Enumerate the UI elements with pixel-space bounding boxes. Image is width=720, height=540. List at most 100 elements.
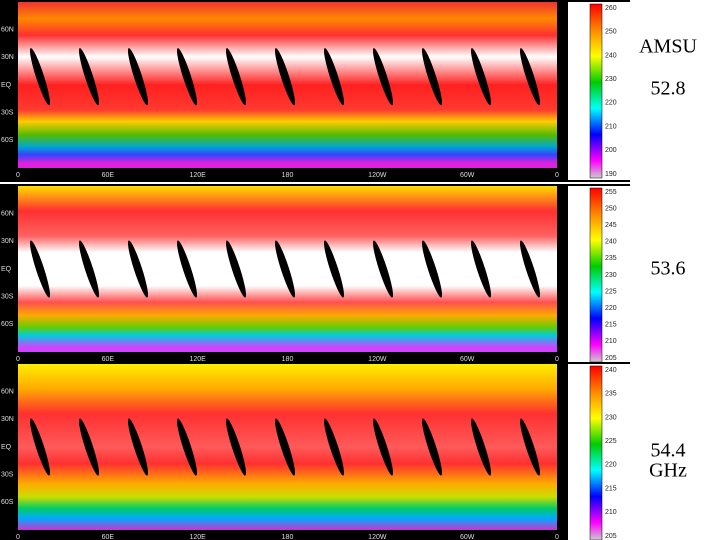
colorbar-tick: 240 (605, 239, 617, 246)
swath-gap (225, 418, 247, 476)
colorbar-tick: 230 (605, 414, 617, 421)
lon-label: 120W (368, 172, 387, 179)
swath-gap (225, 48, 247, 106)
lon-label: 0 (555, 356, 559, 363)
swath-gap (127, 240, 149, 298)
colorbar-tick: 220 (605, 462, 617, 469)
colorbar-tick: 260 (605, 5, 617, 12)
lat-label: 60N (1, 27, 14, 34)
lon-label: 60W (460, 356, 475, 363)
swath-gap (421, 240, 443, 298)
colorbar-tick: 190 (605, 171, 617, 178)
unit-label: GHz (649, 460, 687, 482)
lon-label: 60E (102, 172, 115, 179)
lat-label: 30S (1, 472, 14, 479)
lon-label: 120W (368, 534, 387, 540)
swath-gap (519, 418, 541, 476)
lat-label: 60N (1, 211, 14, 218)
lat-label: 30N (1, 54, 14, 61)
swath-gap (29, 48, 51, 106)
lon-label: 0 (555, 534, 559, 540)
lon-label: 120E (189, 534, 206, 540)
swath-gap (274, 240, 296, 298)
swath-gap (78, 240, 100, 298)
swath-gap (519, 48, 541, 106)
colorbar-tick: 215 (605, 322, 617, 329)
colorbar-tick: 205 (605, 533, 617, 540)
lon-label: 120E (189, 356, 206, 363)
lat-label: 60S (1, 499, 14, 506)
lat-label: EQ (1, 266, 12, 273)
lon-label: 180 (282, 172, 294, 179)
swath-gap (127, 418, 149, 476)
swath-gap (274, 48, 296, 106)
lon-label: 60E (102, 534, 115, 540)
lat-label: 30N (1, 416, 14, 423)
swath-gap (176, 240, 198, 298)
lon-label: 0 (555, 172, 559, 179)
swath-gap (176, 418, 198, 476)
colorbar-tick: 250 (605, 205, 617, 212)
swath-gap (225, 240, 247, 298)
swath-gap (78, 48, 100, 106)
colorbar-tick: 230 (605, 272, 617, 279)
lat-label: EQ (1, 82, 12, 89)
swath-gap (421, 418, 443, 476)
swath-gap (274, 418, 296, 476)
lon-label: 0 (16, 356, 20, 363)
colorbar-tick: 225 (605, 438, 617, 445)
colorbar-tick: 230 (605, 76, 617, 83)
colorbar-tick: 240 (605, 367, 617, 374)
swath-gap (78, 418, 100, 476)
colorbar-tick: 220 (605, 305, 617, 312)
lon-label: 0 (16, 172, 20, 179)
swath-gap (519, 240, 541, 298)
colorbar-tick: 250 (605, 29, 617, 36)
colorbar-tick: 210 (605, 338, 617, 345)
swath-gap (323, 48, 345, 106)
lon-label: 60W (460, 172, 475, 179)
swath-gap (29, 240, 51, 298)
swath-gap (372, 48, 394, 106)
colorbar-tick: 225 (605, 288, 617, 295)
channel-label: 52.8 (651, 78, 686, 100)
colorbar (589, 3, 603, 179)
instrument-label: AMSU (639, 36, 697, 58)
colorbar-tick: 255 (605, 189, 617, 196)
colorbar (589, 187, 603, 363)
channel-label: 54.4 (651, 440, 686, 462)
swath-gap (127, 48, 149, 106)
colorbar-tick: 220 (605, 100, 617, 107)
swath-gap (372, 240, 394, 298)
lon-label: 180 (282, 356, 294, 363)
lat-label: 60N (1, 389, 14, 396)
swath-gap (470, 48, 492, 106)
colorbar-tick: 200 (605, 147, 617, 154)
colorbar-tick: 240 (605, 52, 617, 59)
channel-label: 53.6 (651, 258, 686, 280)
colorbar-tick: 235 (605, 391, 617, 398)
colorbar-tick: 210 (605, 123, 617, 130)
swath-gap (470, 240, 492, 298)
colorbar-tick: 210 (605, 509, 617, 516)
swath-gap (421, 48, 443, 106)
lat-label: 60S (1, 137, 14, 144)
lat-label: 30N (1, 238, 14, 245)
lon-label: 180 (282, 534, 294, 540)
lon-label: 60W (460, 534, 475, 540)
swath-gap (323, 240, 345, 298)
swath-gap (372, 418, 394, 476)
lon-label: 0 (16, 534, 20, 540)
colorbar-tick: 215 (605, 485, 617, 492)
lat-label: 60S (1, 321, 14, 328)
lat-label: 30S (1, 110, 14, 117)
colorbar-tick: 235 (605, 255, 617, 262)
lat-label: EQ (1, 444, 12, 451)
colorbar-tick: 205 (605, 355, 617, 362)
swath-gap (29, 418, 51, 476)
swath-gap (176, 48, 198, 106)
lon-label: 120W (368, 356, 387, 363)
lon-label: 120E (189, 172, 206, 179)
